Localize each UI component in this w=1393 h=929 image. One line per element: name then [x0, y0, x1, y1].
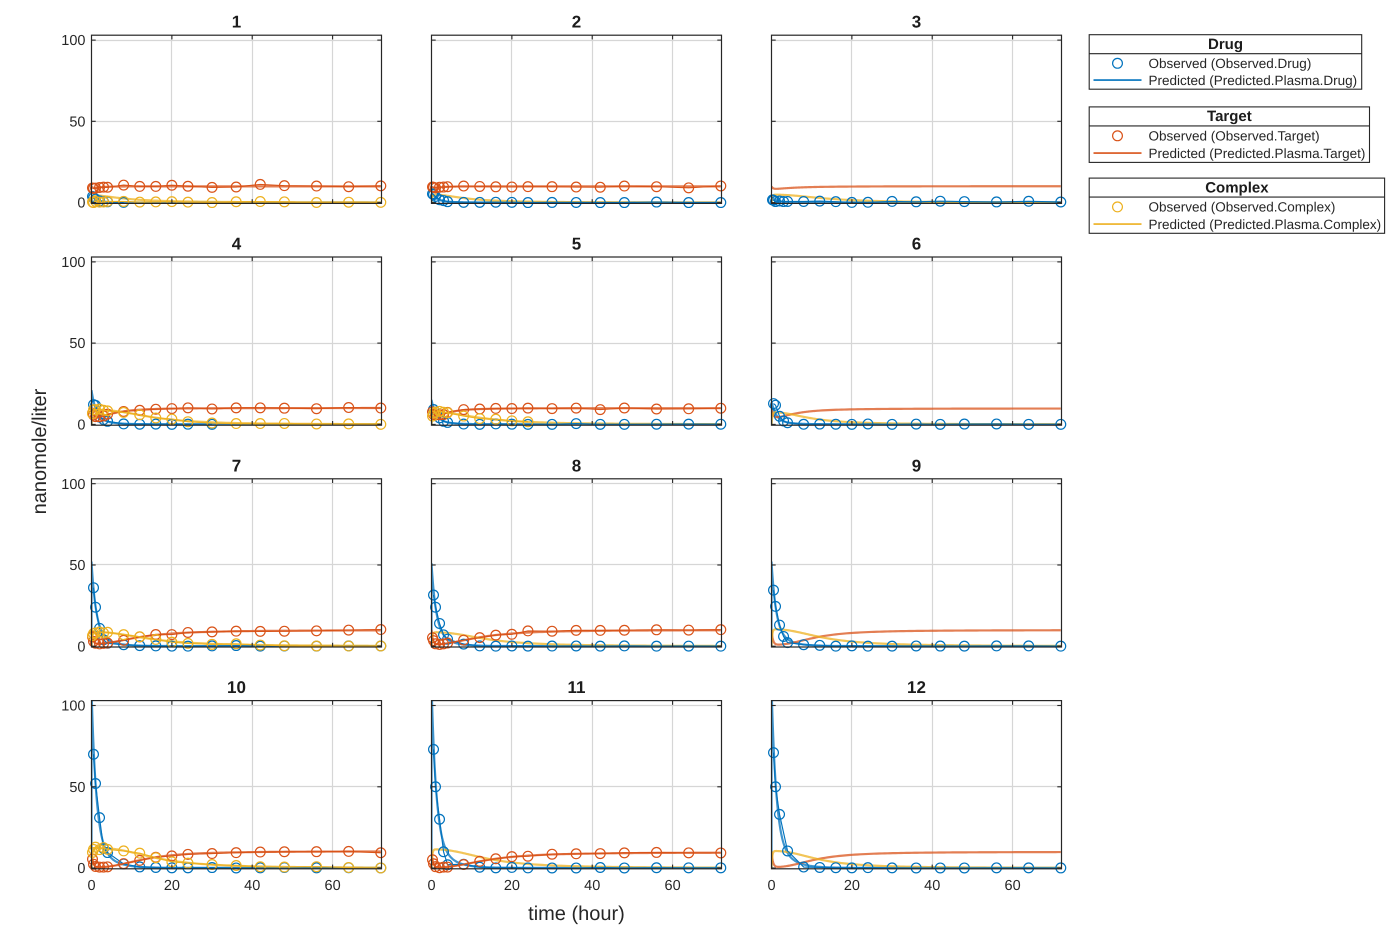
- svg-text:50: 50: [69, 114, 85, 130]
- svg-text:0: 0: [77, 639, 85, 655]
- svg-text:100: 100: [61, 33, 85, 49]
- svg-text:Drug: Drug: [1208, 36, 1243, 53]
- svg-text:Predicted (Predicted.Plasma.Co: Predicted (Predicted.Plasma.Complex): [1149, 217, 1382, 232]
- svg-text:60: 60: [1005, 878, 1021, 894]
- svg-text:5: 5: [572, 235, 581, 254]
- svg-text:Predicted (Predicted.Plasma.Ta: Predicted (Predicted.Plasma.Target): [1149, 146, 1366, 161]
- svg-text:0: 0: [77, 196, 85, 212]
- svg-text:50: 50: [69, 558, 85, 574]
- svg-text:20: 20: [504, 878, 520, 894]
- svg-text:Observed (Observed.Complex): Observed (Observed.Complex): [1149, 200, 1336, 215]
- svg-text:3: 3: [912, 13, 921, 32]
- svg-text:40: 40: [244, 878, 260, 894]
- svg-text:50: 50: [69, 336, 85, 352]
- svg-text:1: 1: [232, 13, 241, 32]
- svg-text:Target: Target: [1207, 108, 1252, 125]
- svg-text:Observed (Observed.Drug): Observed (Observed.Drug): [1149, 56, 1312, 71]
- svg-text:4: 4: [232, 235, 242, 254]
- svg-text:12: 12: [907, 678, 926, 697]
- svg-text:40: 40: [924, 878, 940, 894]
- svg-text:7: 7: [232, 456, 241, 475]
- svg-text:6: 6: [912, 235, 921, 254]
- svg-text:40: 40: [584, 878, 600, 894]
- svg-text:50: 50: [69, 780, 85, 796]
- svg-text:11: 11: [568, 678, 586, 697]
- svg-text:8: 8: [572, 456, 581, 475]
- svg-text:Predicted (Predicted.Plasma.Dr: Predicted (Predicted.Plasma.Drug): [1149, 73, 1358, 88]
- svg-text:60: 60: [325, 878, 341, 894]
- svg-text:0: 0: [767, 878, 775, 894]
- svg-text:time (hour): time (hour): [528, 903, 625, 925]
- svg-text:20: 20: [164, 878, 180, 894]
- svg-text:Complex: Complex: [1205, 179, 1269, 196]
- svg-text:100: 100: [61, 255, 85, 271]
- svg-text:100: 100: [61, 699, 85, 715]
- svg-text:20: 20: [844, 878, 860, 894]
- svg-text:0: 0: [77, 418, 85, 434]
- svg-text:0: 0: [87, 878, 95, 894]
- svg-text:0: 0: [77, 861, 85, 877]
- svg-text:nanomole/liter: nanomole/liter: [29, 388, 51, 514]
- svg-text:10: 10: [227, 678, 246, 697]
- svg-text:0: 0: [427, 878, 435, 894]
- svg-text:100: 100: [61, 477, 85, 493]
- svg-text:Observed (Observed.Target): Observed (Observed.Target): [1149, 129, 1320, 144]
- svg-text:9: 9: [912, 456, 921, 475]
- svg-text:60: 60: [665, 878, 681, 894]
- svg-text:2: 2: [572, 13, 581, 32]
